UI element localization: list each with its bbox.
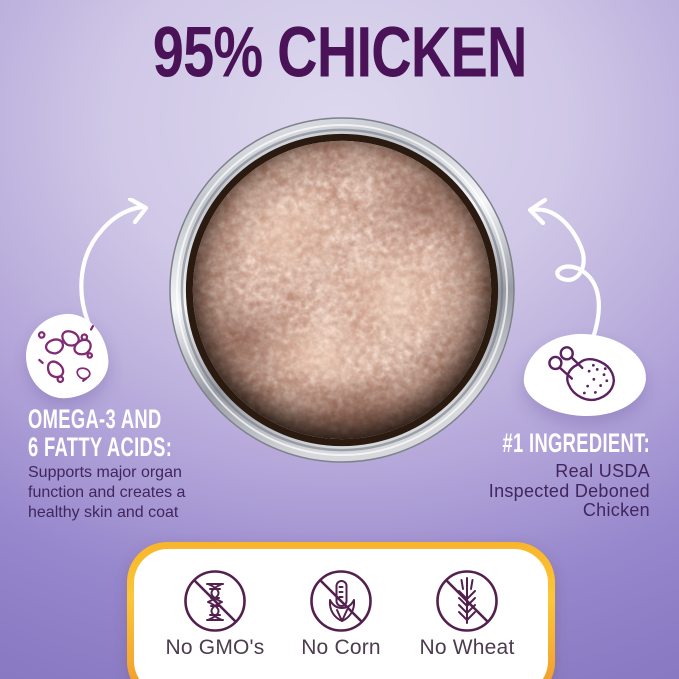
- omega-description: Supports major organ function and create…: [28, 464, 186, 521]
- no-gmo-icon: [184, 570, 246, 632]
- ingredient-description: Real USDA Inspected Deboned Chicken: [488, 461, 650, 520]
- page-title: 95% CHICKEN: [152, 12, 528, 92]
- curved-arrow-left-icon: [79, 198, 149, 325]
- badge-no-corn: No Corn: [279, 568, 404, 660]
- ingredient-callout-bubble: [522, 331, 648, 419]
- no-corn-icon: [310, 570, 372, 632]
- curly-arrow-right-icon: [527, 197, 601, 341]
- omega-heading: OMEGA-3 AND 6 FATTY ACIDS:: [28, 404, 173, 462]
- badge-no-wheat: No Wheat: [405, 568, 530, 660]
- no-fillers-card: No GMO's No Corn: [127, 542, 555, 679]
- omega-capsules-icon: [37, 325, 95, 384]
- no-wheat-icon: [436, 570, 498, 632]
- badge-label: No Wheat: [419, 636, 515, 659]
- badge-label: No GMO's: [165, 636, 265, 659]
- ingredient-heading: #1 INGREDIENT:: [502, 428, 650, 458]
- dog-food-can-photo: [169, 117, 515, 463]
- drumstick-icon: [548, 346, 615, 402]
- omega-callout-bubble: [23, 311, 111, 401]
- badge-no-gmo: No GMO's: [153, 568, 278, 660]
- badge-label: No Corn: [301, 636, 381, 659]
